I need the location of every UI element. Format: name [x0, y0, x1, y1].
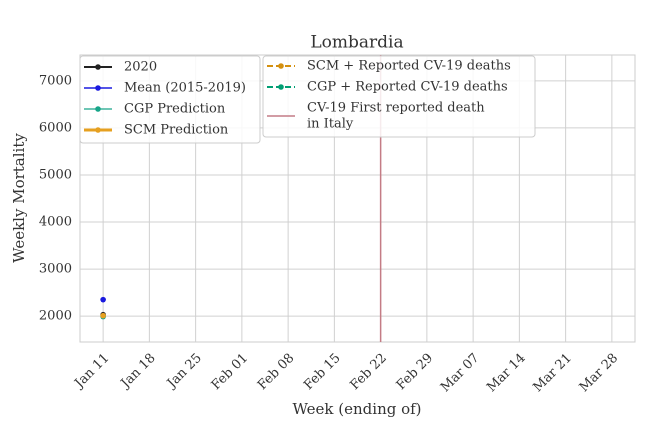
legend-marker [278, 63, 284, 69]
legend-box [262, 55, 536, 138]
x-tick-label: Feb 29 [394, 351, 436, 393]
x-tick-label: Jan 25 [163, 351, 205, 393]
legend-label: CV-19 First reported death [307, 101, 485, 116]
legend-label: Mean (2015-2019) [124, 81, 246, 96]
y-tick-label: 7000 [39, 73, 72, 88]
x-tick-label: Mar 07 [438, 351, 483, 396]
x-tick-label: Jan 18 [117, 351, 159, 393]
legend-marker [95, 85, 101, 91]
x-tick-label: Jan 11 [71, 351, 113, 393]
y-tick-label: 6000 [39, 120, 72, 135]
legend-marker [95, 106, 101, 112]
legend-label: SCM + Reported CV-19 deaths [307, 59, 511, 74]
chart-title: Lombardia [310, 33, 403, 53]
y-axis-label: Weekly Mortality [10, 133, 28, 263]
x-tick-label: Feb 22 [348, 351, 390, 393]
x-axis-label: Week (ending of) [292, 400, 421, 418]
plot-area [79, 54, 636, 343]
legend-box [79, 55, 261, 144]
y-tick-label: 4000 [39, 215, 72, 230]
y-tick-label: 3000 [39, 262, 72, 277]
legend-label: in Italy [307, 117, 354, 132]
x-tick-label: Feb 01 [209, 351, 251, 393]
legend-label: CGP Prediction [124, 102, 226, 117]
legend-marker [95, 127, 101, 133]
legend-marker [95, 64, 101, 70]
y-tick-label: 5000 [39, 167, 72, 182]
legend-marker [278, 84, 284, 90]
legend-label: SCM Prediction [124, 123, 229, 138]
x-tick-label: Mar 21 [530, 351, 575, 396]
x-tick-label: Mar 14 [484, 351, 529, 396]
x-tick-label: Feb 15 [301, 351, 343, 393]
x-tick-label: Feb 08 [255, 351, 297, 393]
point [100, 296, 106, 303]
legend-label: 2020 [124, 60, 157, 75]
point [100, 312, 106, 319]
y-tick-label: 2000 [39, 309, 72, 324]
x-tick-label: Mar 28 [577, 351, 622, 396]
legend-label: CGP + Reported CV-19 deaths [307, 80, 508, 95]
